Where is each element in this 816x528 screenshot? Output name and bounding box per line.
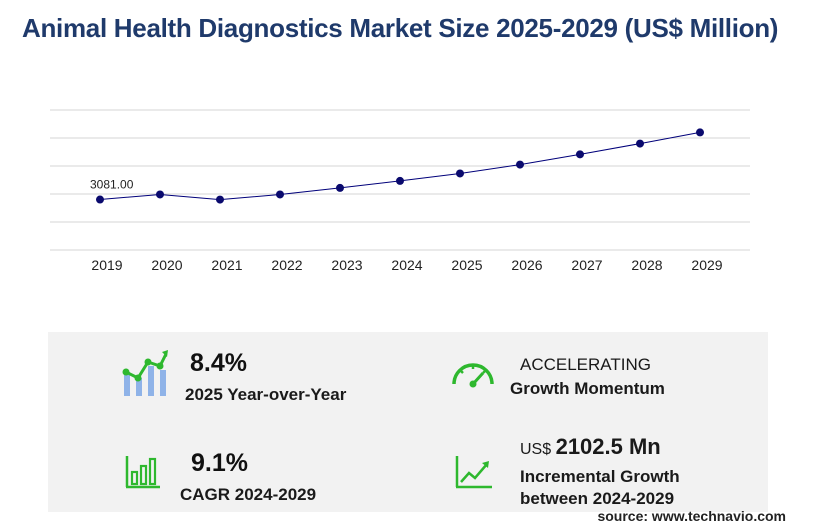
data-point: [216, 195, 224, 204]
trend-up-icon: [455, 456, 492, 489]
data-point: [636, 139, 644, 148]
bar-chart-icon: [125, 456, 160, 489]
x-tick-label: 2029: [691, 257, 722, 273]
yoy-value: 8.4%: [190, 349, 247, 377]
x-tick-label: 2024: [391, 257, 422, 273]
currency-prefix: US$: [520, 441, 552, 458]
incremental-label-line2: between 2024-2029: [520, 489, 675, 508]
momentum-label: Growth Momentum: [510, 379, 665, 398]
data-point: [156, 190, 164, 199]
line-chart: 2019 2020 2021 2022 2023 2024 2025 2026 2027 2028…: [50, 109, 750, 273]
data-labels: 3081.00: [90, 178, 134, 192]
x-tick-label: 2026: [511, 257, 542, 273]
incremental-amount: 2102.5 Mn: [555, 434, 661, 459]
x-tick-label: 2020: [151, 257, 182, 273]
incremental-label-line1: Incremental Growth: [520, 467, 680, 486]
incremental-value: US$ 2102.5 Mn: [520, 436, 661, 460]
chart-series: [96, 128, 704, 204]
momentum-value: ACCELERATING: [520, 355, 651, 374]
data-point: [276, 190, 284, 199]
source-credit: source: www.technavio.com: [597, 508, 786, 524]
chart-title: Animal Health Diagnostics Market Size 20…: [22, 13, 779, 43]
stats-panel: [48, 332, 768, 512]
data-point: [456, 169, 464, 178]
data-point: [396, 176, 404, 185]
cagr-value: 9.1%: [191, 449, 248, 477]
x-tick-label: 2027: [571, 257, 602, 273]
data-point: [576, 150, 584, 159]
x-tick-label: 2023: [331, 257, 362, 273]
speedometer-icon: [452, 363, 494, 388]
x-tick-label: 2021: [211, 257, 242, 273]
chart-grid: [50, 109, 750, 251]
cagr-label: CAGR 2024-2029: [180, 485, 317, 504]
growth-bar-chart-icon: [122, 350, 168, 396]
data-point: [516, 160, 524, 169]
data-point: [696, 128, 704, 137]
x-tick-label: 2025: [451, 257, 482, 273]
yoy-label: 2025 Year-over-Year: [185, 385, 347, 404]
x-tick-label: 2022: [271, 257, 302, 273]
data-label: 3081.00: [90, 178, 134, 192]
data-point: [96, 195, 104, 204]
x-tick-label: 2019: [91, 257, 122, 273]
x-axis-tick-labels: 2019 2020 2021 2022 2023 2024 2025 2026 2027 2028…: [91, 257, 722, 273]
data-point: [336, 183, 344, 192]
x-tick-label: 2028: [631, 257, 662, 273]
